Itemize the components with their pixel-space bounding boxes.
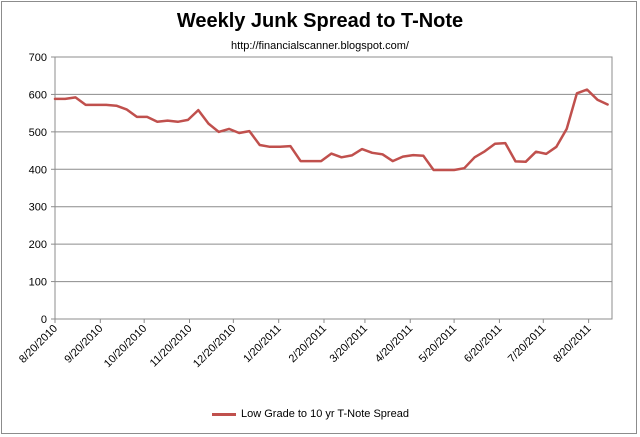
x-tick-label: 12/20/2010 — [191, 323, 238, 370]
data-point — [238, 132, 240, 134]
data-point — [402, 155, 404, 158]
data-point — [576, 92, 578, 95]
y-tick-label: 400 — [29, 164, 47, 176]
grid-layer — [55, 56, 612, 283]
data-point — [64, 98, 66, 100]
data-point — [391, 160, 394, 162]
x-tick-label: 6/20/2011 — [462, 323, 505, 366]
data-point — [453, 169, 455, 171]
data-point — [54, 98, 56, 100]
x-tick-label: 1/20/2011 — [241, 323, 284, 366]
legend-swatch — [212, 412, 236, 416]
data-point — [217, 131, 220, 133]
data-point — [586, 88, 588, 91]
data-point — [105, 104, 107, 106]
plot-area — [54, 56, 613, 320]
legend-label: Low Grade to 10 yr T-Note Spread — [241, 408, 409, 420]
data-point — [565, 128, 568, 130]
data-point — [596, 98, 599, 101]
data-point — [228, 128, 230, 130]
data-point — [371, 152, 374, 154]
data-point — [463, 167, 466, 169]
x-tick-label: 7/20/2011 — [506, 323, 549, 366]
data-point — [443, 169, 445, 171]
data-point — [524, 161, 527, 163]
data-point — [279, 146, 281, 148]
data-point — [299, 160, 302, 162]
data-point — [514, 160, 517, 163]
y-tick-label: 600 — [29, 89, 47, 101]
data-point — [484, 150, 486, 153]
data-point — [166, 119, 169, 122]
data-point — [136, 116, 138, 118]
chart-subtitle: http://financialscanner.blogspot.com/ — [231, 40, 409, 52]
x-tick-label: 5/20/2011 — [417, 323, 460, 366]
data-point — [84, 104, 87, 106]
data-point — [473, 156, 476, 159]
data-point — [258, 144, 261, 146]
series-layer — [53, 88, 609, 172]
data-point — [330, 152, 333, 155]
data-point — [115, 104, 118, 107]
data-point — [74, 96, 77, 99]
data-point — [146, 116, 148, 118]
legend: Low Grade to 10 yr T-Note Spread — [212, 406, 409, 422]
data-point — [422, 155, 425, 157]
chart-title: Weekly Junk Spread to T-Note — [176, 10, 464, 32]
data-point — [95, 104, 97, 106]
data-point — [269, 146, 271, 148]
y-tick-label: 200 — [29, 239, 47, 251]
data-point — [340, 156, 343, 159]
series-line — [53, 88, 609, 172]
data-point — [545, 153, 547, 155]
data-point — [125, 108, 128, 111]
x-tick-label: 2/20/2011 — [287, 323, 330, 366]
data-point — [248, 130, 251, 132]
data-point — [504, 142, 507, 144]
data-point — [177, 121, 179, 123]
x-tick-label: 11/20/2010 — [148, 323, 195, 370]
data-point — [351, 154, 353, 157]
data-point — [606, 103, 609, 106]
y-tick-label: 0 — [41, 314, 47, 326]
data-point — [381, 153, 384, 156]
x-tick-label: 10/20/2010 — [102, 323, 149, 370]
data-point — [289, 145, 292, 147]
data-point — [310, 160, 312, 162]
data-point — [494, 143, 496, 145]
x-tick-label: 8/20/2011 — [551, 323, 594, 366]
x-tick-label: 8/20/2010 — [17, 323, 60, 366]
y-tick-label: 300 — [29, 202, 47, 214]
data-point — [320, 160, 322, 162]
data-point — [187, 119, 189, 121]
data-point — [555, 146, 558, 148]
y-tick-label: 700 — [29, 52, 47, 64]
data-point — [432, 169, 435, 171]
axis-layer: 0 100 200 300 400 500 600 700 8/20/2010 9/20/2010… — [17, 52, 613, 370]
data-point — [535, 150, 537, 153]
x-tick-label: 3/20/2011 — [328, 323, 371, 366]
data-point — [207, 122, 210, 125]
x-tick-label: 4/20/2011 — [373, 323, 416, 366]
data-point — [156, 121, 159, 123]
y-tick-label: 500 — [29, 127, 47, 139]
y-tick-label: 100 — [29, 277, 47, 289]
data-point — [412, 154, 415, 156]
data-point — [361, 148, 363, 150]
x-tick-label: 9/20/2010 — [62, 323, 105, 366]
data-point — [197, 109, 200, 111]
